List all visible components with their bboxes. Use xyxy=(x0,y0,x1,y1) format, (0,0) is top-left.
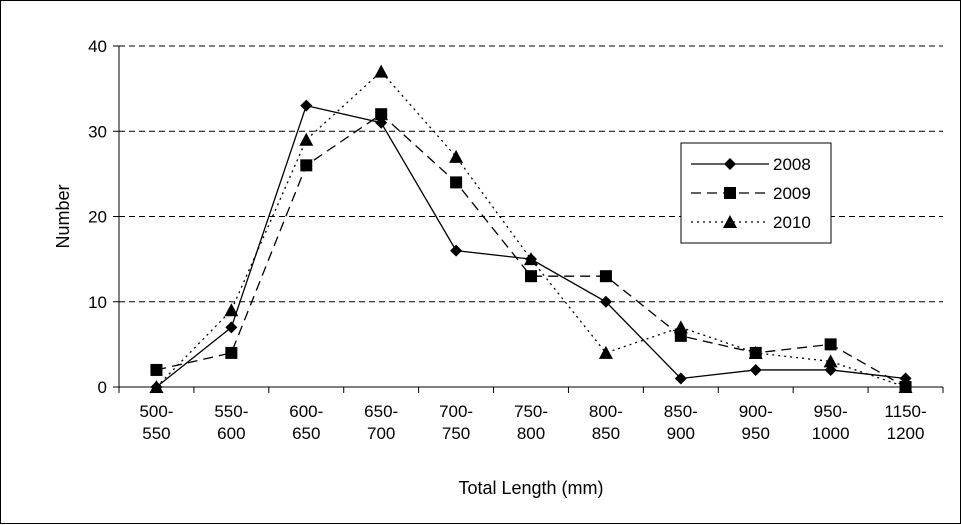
x-tick-label-line: 900- xyxy=(739,402,773,421)
x-tick-label-line: 1000 xyxy=(812,424,850,443)
y-tick-label-30: 30 xyxy=(88,122,107,141)
x-tick-label-line: 700 xyxy=(367,424,395,443)
x-axis-title: Total Length (mm) xyxy=(458,478,603,498)
x-tick-label-line: 850 xyxy=(592,424,620,443)
legend-label-2009: 2009 xyxy=(773,184,811,203)
x-tick-label-line: 550- xyxy=(214,402,248,421)
data-point-2010-0 xyxy=(149,380,164,393)
x-tick-label-2: 600- 650 xyxy=(289,402,323,443)
data-point-2009-2 xyxy=(300,159,313,172)
x-tick-label-line: 900 xyxy=(667,424,695,443)
x-tick-label-line: 650- xyxy=(364,402,398,421)
x-tick-label-5: 750- 800 xyxy=(514,402,548,443)
x-tick-label-line: 1200 xyxy=(887,424,925,443)
x-tick-label-line: 700- xyxy=(439,402,473,421)
y-tick-label-20: 20 xyxy=(88,208,107,227)
x-tick-label-line: 550 xyxy=(142,424,170,443)
data-point-2010-7 xyxy=(673,320,688,334)
data-point-2010-4 xyxy=(449,149,464,163)
data-point-2008-2 xyxy=(300,99,313,112)
data-point-2010-3 xyxy=(374,64,389,78)
x-tick-label-line: 800 xyxy=(517,424,545,443)
x-tick-label-line: 600- xyxy=(289,402,323,421)
data-point-2008-4 xyxy=(450,244,463,257)
x-tick-label-0: 500- 550 xyxy=(139,402,173,443)
data-point-2008-8 xyxy=(749,363,762,376)
x-tick-label-line: 750 xyxy=(442,424,470,443)
data-point-2010-2 xyxy=(299,132,314,146)
x-tick-label-7: 850- 900 xyxy=(664,402,698,443)
x-tick-label-line: 600 xyxy=(217,424,245,443)
data-point-2009-0 xyxy=(150,363,163,376)
legend-marker-2009 xyxy=(724,187,736,199)
data-point-2008-1 xyxy=(225,321,238,334)
data-point-2009-5 xyxy=(525,270,537,283)
data-point-2010-8 xyxy=(748,345,763,359)
x-tick-label-1: 550- 600 xyxy=(214,402,248,443)
legend-marker-2008 xyxy=(724,158,736,170)
y-tick-label-0: 0 xyxy=(98,378,107,397)
x-tick-label-line: 650 xyxy=(292,424,320,443)
y-tick-label-10: 10 xyxy=(88,293,107,312)
data-point-2009-9 xyxy=(824,338,837,351)
x-tick-label-line: 950- xyxy=(814,402,848,421)
y-tick-label-40: 40 xyxy=(88,37,107,56)
x-tick-label-line: 750- xyxy=(514,402,548,421)
x-tick-label-line: 500- xyxy=(139,402,173,421)
x-tick-label-9: 950- 1000 xyxy=(812,402,850,443)
x-tick-label-line: 950 xyxy=(742,424,770,443)
data-point-2010-1 xyxy=(224,303,239,317)
legend-marker-2010 xyxy=(723,215,737,228)
x-tick-label-line: 850- xyxy=(664,402,698,421)
data-point-2009-1 xyxy=(225,346,238,359)
x-tick-label-6: 800- 850 xyxy=(589,402,623,443)
legend-label-2010: 2010 xyxy=(773,213,811,232)
x-tick-label-8: 900- 950 xyxy=(739,402,773,443)
data-point-2008-7 xyxy=(674,372,687,385)
x-tick-label-3: 650- 700 xyxy=(364,402,398,443)
series-line-2009 xyxy=(156,113,906,388)
legend-label-2008: 2008 xyxy=(773,155,811,174)
data-point-2009-4 xyxy=(450,176,463,189)
data-point-2009-6 xyxy=(599,270,612,283)
x-tick-label-10: 1150- 1200 xyxy=(884,402,926,443)
legend-box xyxy=(680,142,832,244)
x-tick-label-line: 800- xyxy=(589,402,623,421)
data-point-2010-10 xyxy=(898,380,913,393)
x-tick-label-4: 700- 750 xyxy=(439,402,473,443)
y-axis-title: Number xyxy=(53,184,73,248)
data-point-2010-6 xyxy=(598,345,613,359)
data-point-2008-6 xyxy=(599,295,612,308)
x-tick-label-line: 1150- xyxy=(884,402,926,421)
data-point-2010-5 xyxy=(524,252,538,266)
data-point-2009-3 xyxy=(375,108,388,121)
data-point-2010-9 xyxy=(823,354,838,368)
